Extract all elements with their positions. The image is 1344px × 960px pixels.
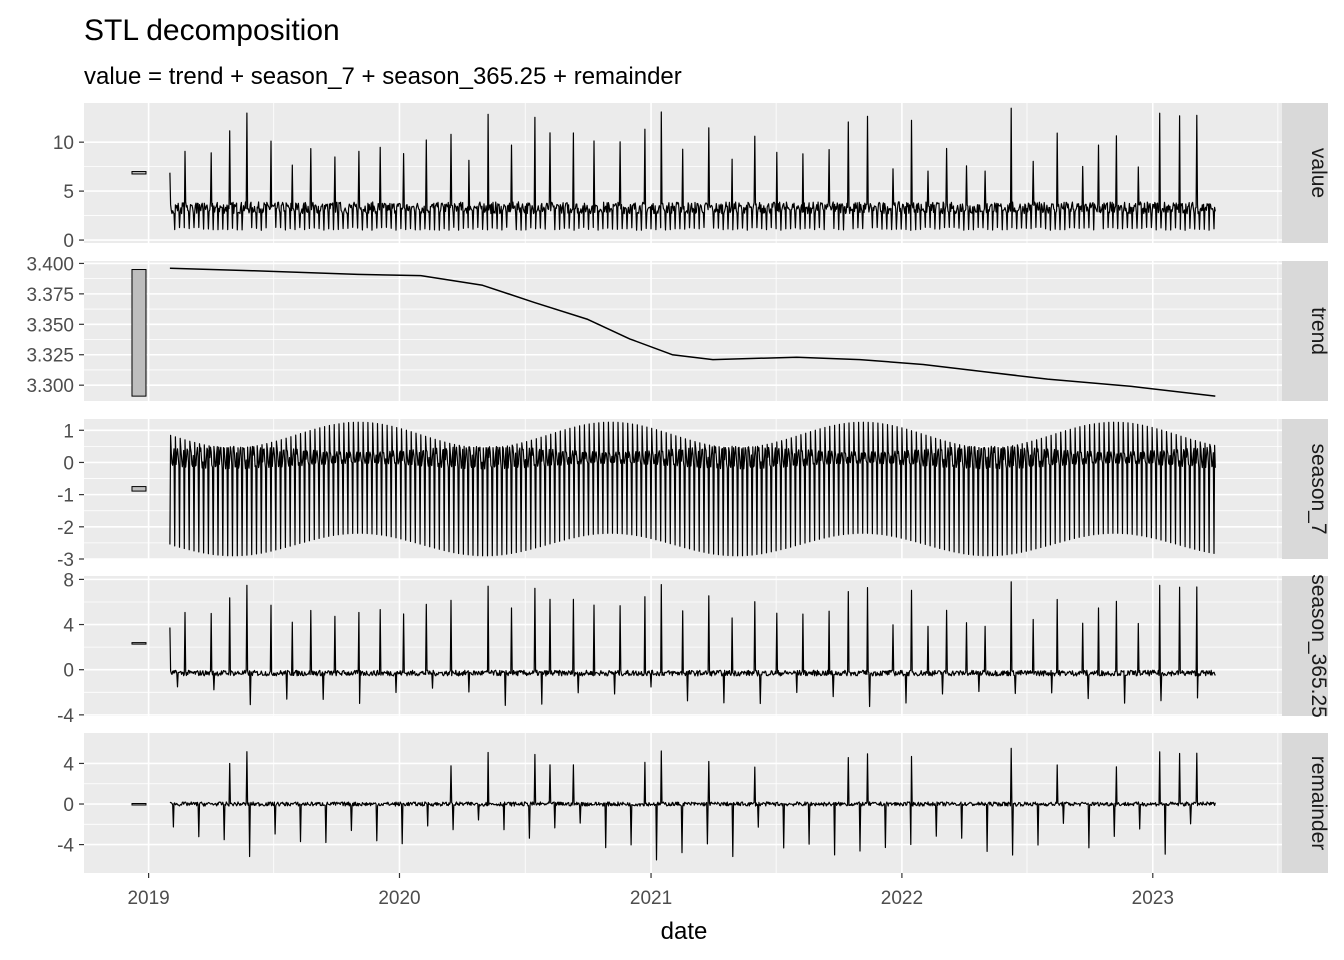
chart-subtitle: value = trend + season_7 + season_365.25… [84, 63, 682, 90]
y-tick-label: 3.325 [26, 346, 74, 367]
x-tick-label: 2019 [127, 888, 169, 909]
scale-bar [131, 803, 147, 806]
y-tick-label: 4 [63, 754, 74, 775]
facet-panels: value0510trend3.3003.3253.3503.3753.400s… [26, 103, 1330, 873]
series-line-season_365-25 [169, 581, 1216, 708]
y-tick-label: -2 [57, 518, 74, 539]
panel-season_365-25: season_365.25 -4 0 4 8 [57, 570, 1330, 726]
strip-background [1282, 419, 1328, 559]
y-tick-label: 10 [53, 133, 74, 154]
x-tick-label: 2021 [630, 888, 672, 909]
series-line-season_7 [169, 421, 1216, 557]
y-tick-label: -3 [57, 550, 74, 571]
panel-trend: trend 3.300 3.325 3.350 3.375 3.400 [26, 254, 1330, 401]
series-line-trend [169, 267, 1216, 397]
strip-background [1282, 103, 1328, 243]
scale-bar [131, 642, 147, 645]
series-line-remainder [169, 747, 1216, 861]
y-tick-label: 0 [63, 231, 74, 252]
y-tick-label: 8 [63, 570, 74, 591]
y-tick-label: -4 [57, 706, 74, 727]
chart-title: STL decomposition [84, 14, 340, 47]
panel-season_7: season_7 -3 -2 -1 0 1 [57, 419, 1330, 571]
x-tick-label: 2020 [378, 888, 420, 909]
y-tick-label: 0 [63, 453, 74, 474]
strip-background [1282, 261, 1328, 401]
y-tick-label: 3.300 [26, 376, 74, 397]
panel-background [84, 261, 1282, 401]
strip-background [1282, 576, 1328, 716]
strip-background [1282, 733, 1328, 873]
x-axis: 2019 2020 2021 2022 2023 [127, 873, 1174, 909]
y-tick-label: -1 [57, 486, 74, 507]
series-line-value [169, 107, 1216, 231]
y-tick-label: 0 [63, 795, 74, 816]
strip-label-value: value [1307, 148, 1330, 198]
scale-bar [131, 486, 147, 492]
strip-label-season_7: season_7 [1307, 443, 1330, 534]
x-axis-title: date [661, 918, 708, 945]
panel-value: value 0 5 10 [53, 103, 1330, 252]
strip-label-remainder: remainder [1307, 756, 1330, 851]
x-tick-label: 2023 [1132, 888, 1174, 909]
y-tick-label: 4 [63, 616, 74, 637]
scale-bar [131, 269, 147, 397]
y-tick-label: 0 [63, 661, 74, 682]
panel-remainder: remainder -4 0 4 [57, 733, 1330, 873]
y-tick-label: 3.400 [26, 254, 74, 275]
y-tick-label: 5 [63, 182, 74, 203]
strip-label-season_365-25: season_365.25 [1307, 574, 1330, 718]
y-tick-label: -4 [57, 836, 74, 857]
strip-label-trend: trend [1307, 307, 1330, 355]
scale-bar [131, 171, 147, 175]
x-tick-label: 2022 [881, 888, 923, 909]
y-tick-label: 1 [63, 421, 74, 442]
y-tick-label: 3.375 [26, 285, 74, 306]
y-tick-label: 3.350 [26, 315, 74, 336]
panel-background [84, 419, 1282, 559]
